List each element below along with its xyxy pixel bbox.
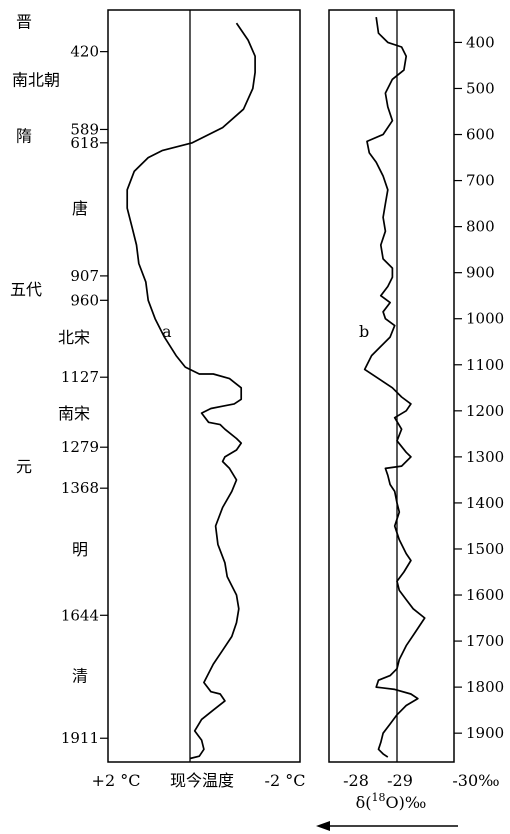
dynasty-label: 唐 (72, 199, 88, 218)
right-year-tick-label: 400 (466, 33, 495, 51)
right-year-tick-label: 1500 (466, 540, 504, 558)
right-year-tick-label: 800 (466, 218, 495, 236)
left-year-tick-label: 1911 (61, 729, 99, 747)
right-year-tick-label: 1000 (466, 310, 504, 328)
left-year-tick-label: 907 (70, 267, 99, 285)
panel-a-frame (107, 9, 301, 763)
panel-b-x-tick-label: -29 (387, 771, 413, 790)
dynasty-label: 清 (72, 667, 88, 686)
panel-b-x-axis: -28 -29 -30‰ (343, 771, 500, 790)
panel-b-x-tick-label: -28 (343, 771, 369, 790)
right-year-tick-label: 1400 (466, 494, 504, 512)
panel-a-label: a (162, 322, 172, 341)
left-year-tick-label: 1644 (61, 606, 99, 624)
dynasty-label: 晋 (16, 13, 32, 32)
left-year-tick-label: 960 (70, 291, 99, 309)
dynasty-label: 隋 (16, 126, 32, 145)
panel-b-frame (328, 9, 455, 763)
right-year-tick-label: 700 (466, 172, 495, 190)
dynasty-label: 元 (16, 457, 32, 476)
left-year-tick-label: 1368 (61, 479, 99, 497)
dynasty-label: 五代 (10, 280, 42, 299)
left-year-tick-label: 1279 (61, 438, 99, 456)
panel-a-x-tick-label: +2 °C (92, 771, 141, 790)
panel-b-x-axis-title: δ(18O)‰ (356, 791, 427, 812)
panel-a-x-tick-label: -2 °C (265, 771, 306, 790)
right-year-tick-label: 1300 (466, 448, 504, 466)
left-year-tick-label: 420 (70, 43, 99, 61)
right-year-tick-label: 600 (466, 126, 495, 144)
left-year-tick-label: 618 (70, 134, 99, 152)
right-year-tick-label: 1600 (466, 586, 504, 604)
right-year-tick-label: 500 (466, 79, 495, 97)
panel-b-delta-o18-curve (363, 16, 426, 758)
left-year-tick-label: 589 (70, 120, 99, 138)
dynasty-label: 明 (72, 540, 88, 559)
dynasty-label: 北宋 (58, 328, 90, 347)
right-year-tick-label: 1100 (466, 356, 504, 374)
dynasty-label: 南宋 (58, 404, 90, 423)
left-year-tick-label: 1127 (61, 368, 99, 386)
right-year-tick-label: 1800 (466, 678, 504, 696)
panel-b-x-tick-label: -30‰ (452, 771, 499, 790)
right-year-tick-label: 1200 (466, 402, 504, 420)
right-year-tick-label: 1900 (466, 724, 504, 742)
panel-b-label: b (359, 322, 369, 341)
direction-arrow-head (316, 821, 330, 831)
right-year-axis: 400 500 600 700 800 900 1000 1100 1200 1300 1400 15… (454, 33, 504, 742)
panel-a-x-axis: +2 °C 现今温度 -2 °C (92, 771, 306, 790)
panel-a-x-tick-label: 现今温度 (170, 771, 234, 790)
panel-a-temperature-curve (126, 22, 256, 760)
right-year-tick-label: 1700 (466, 632, 504, 650)
right-year-tick-label: 900 (466, 264, 495, 282)
dynasty-label: 南北朝 (12, 70, 60, 89)
